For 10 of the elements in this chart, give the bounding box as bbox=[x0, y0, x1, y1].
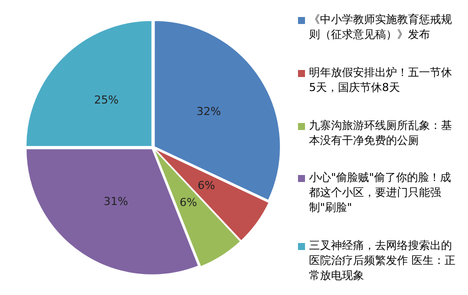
data-label: 31% bbox=[104, 194, 128, 208]
legend-label: 九寨沟旅游环线厕所乱象：基本没有干净免费的公厕 bbox=[309, 118, 453, 148]
legend-label: 明年放假安排出炉！五一节休5天，国庆节休8天 bbox=[309, 64, 453, 95]
data-label: 6% bbox=[180, 196, 198, 210]
data-label: 32% bbox=[196, 104, 221, 118]
legend-label: 《中小学教师实施教育惩戒规则（征求意见稿）》发布 bbox=[309, 12, 453, 42]
data-label: 6% bbox=[198, 179, 216, 192]
data-label: 25% bbox=[94, 94, 119, 107]
legend-label: 三叉神经痛，去网络搜索出的医院治疗后频繁发作 医生：正常放电现象 bbox=[309, 238, 456, 283]
legend-label: 小心"偷脸贼"偷了你的脸！成都这个小区，要进门只能强制"刷脸" bbox=[309, 170, 452, 216]
